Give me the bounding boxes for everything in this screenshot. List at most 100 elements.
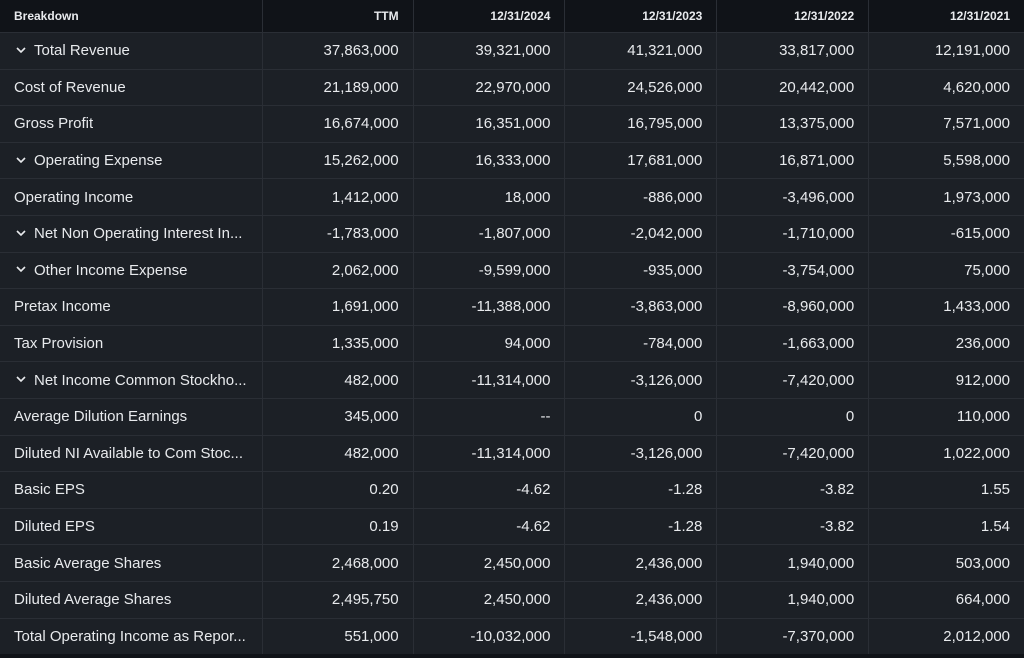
row-label-text: Basic EPS (14, 481, 85, 499)
value-cell: 20,442,000 (717, 69, 870, 106)
value-cell: -3.82 (717, 508, 870, 545)
row-label-text: Tax Provision (14, 335, 104, 353)
value-cell: -7,370,000 (717, 618, 870, 655)
value-cell: 1,940,000 (717, 581, 870, 618)
table-row: Pretax Income 1,691,000 -11,388,000 -3,863,… (0, 289, 1024, 326)
row-label-text: Gross Profit (14, 115, 94, 133)
row-label-expandable[interactable]: Operating Expense (0, 142, 263, 179)
value-cell: 2,436,000 (565, 581, 718, 618)
value-cell: 482,000 (262, 362, 414, 398)
table-row: Tax Provision 1,335,000 94,000 -784,000 -1,6… (0, 325, 1024, 363)
row-label: Diluted EPS (0, 508, 263, 545)
value-cell: 345,000 (262, 398, 414, 435)
value-cell: 1.55 (869, 472, 1024, 508)
value-cell: 16,351,000 (413, 106, 566, 142)
value-cell: 37,863,000 (262, 33, 414, 69)
value-cell: 912,000 (869, 362, 1024, 398)
value-cell: 0 (717, 398, 870, 435)
value-cell: -1.28 (565, 508, 718, 545)
value-cell: 94,000 (413, 325, 566, 362)
row-label-expandable[interactable]: Net Income Common Stockho... (0, 362, 263, 398)
chevron-down-icon[interactable] (16, 45, 28, 57)
table-bottom-edge (0, 654, 1024, 658)
row-label-expandable[interactable]: Other Income Expense (0, 252, 263, 289)
table-row: Cost of Revenue 21,189,000 22,970,000 24,52… (0, 69, 1024, 107)
value-cell: -615,000 (869, 215, 1024, 252)
value-cell: 22,970,000 (413, 69, 566, 106)
row-label-text: Pretax Income (14, 298, 111, 316)
value-cell: 15,262,000 (262, 142, 414, 179)
value-cell: 17,681,000 (565, 142, 718, 179)
row-label-text: Total Operating Income as Repor... (14, 627, 246, 645)
table-row: Operating Expense 15,262,000 16,333,000 17,… (0, 142, 1024, 180)
value-cell: -4.62 (413, 472, 566, 508)
value-cell: -1.28 (565, 472, 718, 508)
value-cell: -886,000 (565, 179, 718, 215)
value-cell: 2,468,000 (262, 545, 414, 581)
value-cell: 664,000 (869, 581, 1024, 618)
row-label-expandable[interactable]: Net Non Operating Interest In... (0, 215, 263, 252)
value-cell: 482,000 (262, 435, 414, 472)
value-cell: 1,940,000 (717, 545, 870, 581)
value-cell: 2,436,000 (565, 545, 718, 581)
table-row: Diluted EPS 0.19 -4.62 -1.28 -3.82 1.54 (0, 508, 1024, 546)
value-cell: -2,042,000 (565, 215, 718, 252)
row-label: Gross Profit (0, 106, 263, 142)
row-label-text: Net Income Common Stockho... (34, 371, 247, 389)
value-cell: 12,191,000 (869, 33, 1024, 69)
row-label-text: Average Dilution Earnings (14, 408, 188, 426)
row-label-text: Basic Average Shares (14, 554, 162, 572)
row-label-text: Net Non Operating Interest In... (34, 225, 243, 243)
table-row: Total Operating Income as Repor... 551,00… (0, 618, 1024, 656)
table-row: Basic EPS 0.20 -4.62 -1.28 -3.82 1.55 (0, 472, 1024, 509)
value-cell: -3,126,000 (565, 435, 718, 472)
value-cell: -1,807,000 (413, 215, 566, 252)
value-cell: -- (413, 398, 566, 435)
value-cell: 16,795,000 (565, 106, 718, 142)
row-label-text: Other Income Expense (34, 261, 188, 279)
column-header-2023: 12/31/2023 (565, 0, 718, 32)
row-label: Total Operating Income as Repor... (0, 618, 263, 655)
value-cell: -3,126,000 (565, 362, 718, 398)
chevron-down-icon[interactable] (16, 264, 28, 276)
row-label-expandable[interactable]: Total Revenue (0, 33, 263, 69)
table-row: Gross Profit 16,674,000 16,351,000 16,795,0… (0, 106, 1024, 143)
value-cell: 41,321,000 (565, 33, 718, 69)
value-cell: 16,871,000 (717, 142, 870, 179)
value-cell: 2,495,750 (262, 581, 414, 618)
value-cell: -935,000 (565, 252, 718, 289)
value-cell: 236,000 (869, 325, 1024, 362)
value-cell: 7,571,000 (869, 106, 1024, 142)
value-cell: 0.20 (262, 472, 414, 508)
chevron-down-icon[interactable] (16, 374, 28, 386)
row-label: Average Dilution Earnings (0, 398, 263, 435)
value-cell: -4.62 (413, 508, 566, 545)
row-label: Diluted NI Available to Com Stoc... (0, 435, 263, 472)
value-cell: 2,450,000 (413, 581, 566, 618)
value-cell: -9,599,000 (413, 252, 566, 289)
column-header-2022: 12/31/2022 (717, 0, 870, 32)
row-label-text: Diluted EPS (14, 518, 95, 536)
value-cell: 18,000 (413, 179, 566, 215)
row-label-text: Diluted Average Shares (14, 591, 172, 609)
value-cell: -784,000 (565, 325, 718, 362)
value-cell: -10,032,000 (413, 618, 566, 655)
value-cell: 5,598,000 (869, 142, 1024, 179)
table-row: Net Income Common Stockho... 482,000 -11,3… (0, 362, 1024, 399)
table-row: Diluted NI Available to Com Stoc... 482,0… (0, 435, 1024, 473)
column-header-2021: 12/31/2021 (869, 0, 1024, 32)
value-cell: -11,388,000 (413, 289, 566, 325)
value-cell: 2,450,000 (413, 545, 566, 581)
row-label: Tax Provision (0, 325, 263, 362)
table-row: Net Non Operating Interest In... -1,783,0… (0, 215, 1024, 253)
row-label: Operating Income (0, 179, 263, 215)
column-header-breakdown: Breakdown (0, 0, 263, 32)
chevron-down-icon[interactable] (16, 228, 28, 240)
table-body: Total Revenue 37,863,000 39,321,000 41,321,… (0, 33, 1024, 656)
table-row: Total Revenue 37,863,000 39,321,000 41,321,… (0, 33, 1024, 70)
value-cell: -1,783,000 (262, 215, 414, 252)
chevron-down-icon[interactable] (16, 155, 28, 167)
value-cell: -7,420,000 (717, 362, 870, 398)
value-cell: 1,973,000 (869, 179, 1024, 215)
